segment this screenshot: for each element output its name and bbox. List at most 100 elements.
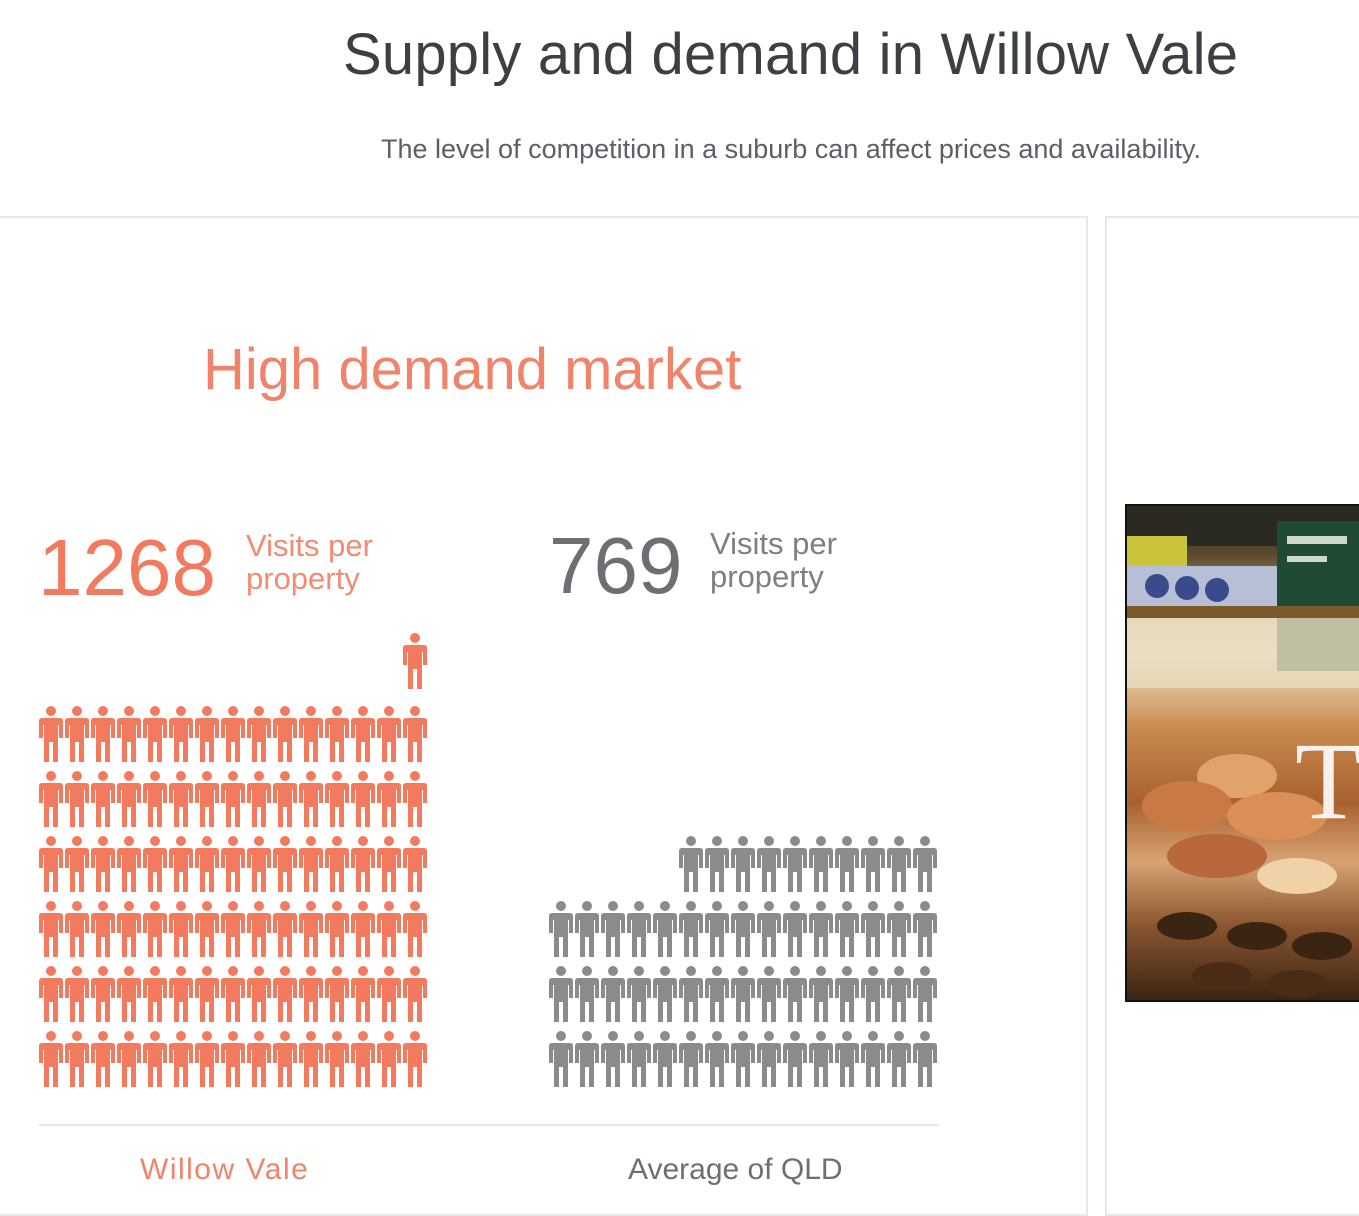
- person-icon: [91, 966, 115, 1022]
- person-icon: [195, 771, 219, 827]
- person-icon: [39, 1031, 63, 1087]
- person-icon: [913, 1031, 937, 1087]
- person-icon: [835, 836, 859, 892]
- person-icon: [705, 836, 729, 892]
- person-icon: [403, 771, 427, 827]
- person-icon: [299, 901, 323, 957]
- person-icon: [627, 1031, 651, 1087]
- person-icon: [887, 1031, 911, 1087]
- person-icon: [549, 901, 573, 957]
- deli-photo-illustration: T: [1127, 506, 1359, 998]
- person-icon: [299, 836, 323, 892]
- person-icon: [39, 706, 63, 762]
- person-icon: [299, 1031, 323, 1087]
- person-icon: [65, 901, 89, 957]
- person-icon: [377, 836, 401, 892]
- person-icon: [169, 1031, 193, 1087]
- person-icon: [549, 1031, 573, 1087]
- person-icon: [247, 966, 271, 1022]
- person-icon: [195, 966, 219, 1022]
- page-title: Supply and demand in Willow Vale: [343, 22, 1239, 87]
- person-icon: [169, 966, 193, 1022]
- person-icon: [299, 771, 323, 827]
- person-icon: [575, 901, 599, 957]
- person-icon: [861, 901, 885, 957]
- person-icon: [273, 1031, 297, 1087]
- person-icon: [403, 966, 427, 1022]
- person-icon: [65, 771, 89, 827]
- person-icon: [169, 706, 193, 762]
- person-icon: [377, 1031, 401, 1087]
- person-icon: [273, 706, 297, 762]
- person-icon: [377, 706, 401, 762]
- person-icon: [403, 836, 427, 892]
- person-icon: [731, 901, 755, 957]
- person-icon: [809, 836, 833, 892]
- person-icon: [835, 1031, 859, 1087]
- person-icon: [117, 836, 141, 892]
- person-icon: [247, 706, 271, 762]
- person-icon: [117, 771, 141, 827]
- person-icon: [757, 1031, 781, 1087]
- person-icon: [221, 836, 245, 892]
- deli-counter-photo[interactable]: T: [1125, 504, 1359, 1002]
- person-icon: [117, 966, 141, 1022]
- person-icon: [247, 901, 271, 957]
- person-icon: [705, 901, 729, 957]
- person-icon: [705, 966, 729, 1022]
- person-icon: [221, 901, 245, 957]
- person-icon: [169, 901, 193, 957]
- person-icon: [809, 901, 833, 957]
- person-icon: [887, 836, 911, 892]
- person-icon: [91, 836, 115, 892]
- person-icon: [117, 901, 141, 957]
- person-icon: [195, 1031, 219, 1087]
- person-icon: [65, 836, 89, 892]
- person-icon: [731, 1031, 755, 1087]
- suburb-people-pictogram: [39, 633, 937, 1087]
- person-icon: [887, 901, 911, 957]
- person-icon: [403, 706, 427, 762]
- average-visits-label: Visits per property: [710, 526, 837, 594]
- person-icon: [679, 836, 703, 892]
- person-icon: [221, 966, 245, 1022]
- person-icon: [679, 1031, 703, 1087]
- person-icon: [403, 633, 427, 689]
- person-icon: [299, 706, 323, 762]
- person-icon: [377, 966, 401, 1022]
- person-icon: [65, 966, 89, 1022]
- person-icon: [65, 1031, 89, 1087]
- person-icon: [169, 836, 193, 892]
- person-icon: [91, 771, 115, 827]
- person-icon: [861, 836, 885, 892]
- person-icon: [783, 836, 807, 892]
- person-icon: [117, 1031, 141, 1087]
- person-icon: [757, 966, 781, 1022]
- average-name-label: Average of QLD: [628, 1153, 843, 1186]
- person-icon: [143, 901, 167, 957]
- market-demand-heading: High demand market: [203, 337, 742, 402]
- person-icon: [627, 966, 651, 1022]
- person-icon: [273, 771, 297, 827]
- person-icon: [757, 901, 781, 957]
- person-icon: [679, 901, 703, 957]
- person-icon: [221, 1031, 245, 1087]
- suburb-visits-label: Visits per property: [246, 528, 373, 596]
- person-icon: [39, 901, 63, 957]
- person-icon: [195, 901, 219, 957]
- person-icon: [247, 771, 271, 827]
- person-icon: [221, 706, 245, 762]
- person-icon: [861, 966, 885, 1022]
- person-icon: [403, 1031, 427, 1087]
- person-icon: [195, 706, 219, 762]
- person-icon: [351, 966, 375, 1022]
- person-icon: [861, 1031, 885, 1087]
- person-icon: [403, 901, 427, 957]
- suburb-name-label[interactable]: Willow Vale: [140, 1153, 310, 1186]
- person-icon: [601, 1031, 625, 1087]
- person-icon: [913, 966, 937, 1022]
- person-icon: [653, 966, 677, 1022]
- person-icon: [325, 966, 349, 1022]
- person-icon: [835, 966, 859, 1022]
- person-icon: [273, 836, 297, 892]
